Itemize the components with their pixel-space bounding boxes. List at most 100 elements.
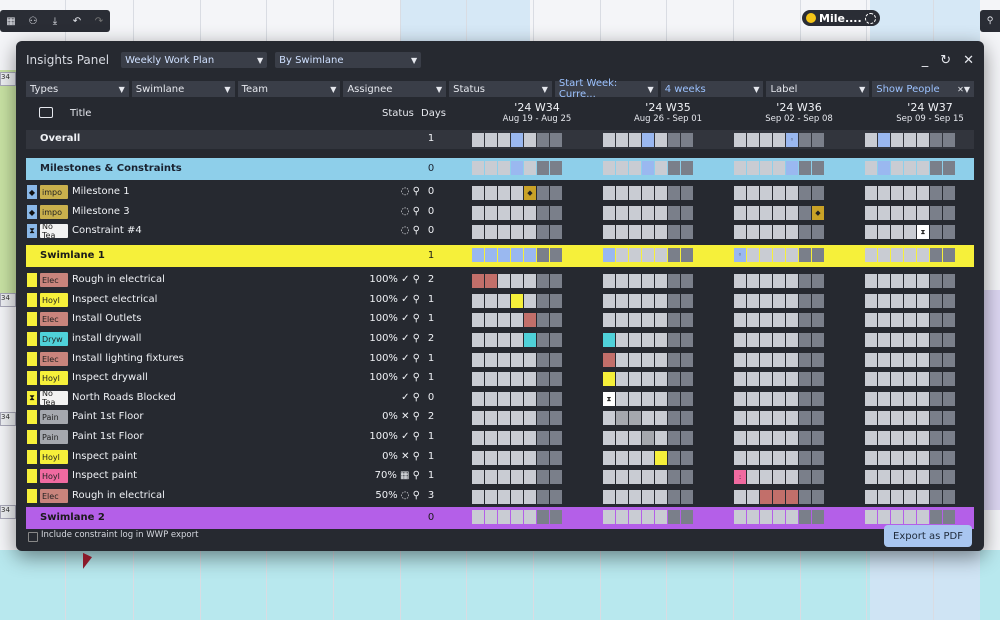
day-cell[interactable] bbox=[878, 313, 890, 327]
day-cell[interactable] bbox=[878, 470, 890, 484]
day-cell[interactable] bbox=[550, 248, 562, 262]
row-status[interactable]: ◌ ⚲ bbox=[400, 225, 420, 236]
day-cell[interactable] bbox=[760, 225, 772, 239]
day-cell[interactable] bbox=[760, 313, 772, 327]
day-cell[interactable] bbox=[812, 510, 824, 524]
day-cell[interactable] bbox=[550, 411, 562, 425]
day-cell[interactable]: ◆ bbox=[524, 186, 536, 200]
day-cell[interactable] bbox=[511, 470, 523, 484]
day-cell[interactable] bbox=[760, 490, 772, 504]
day-cell[interactable] bbox=[786, 294, 798, 308]
day-cell[interactable] bbox=[799, 451, 811, 465]
day-cell[interactable] bbox=[642, 451, 654, 465]
day-cell[interactable] bbox=[747, 333, 759, 347]
day-cell[interactable] bbox=[943, 225, 955, 239]
day-cell[interactable] bbox=[747, 313, 759, 327]
day-cell[interactable] bbox=[655, 206, 667, 220]
day-cell[interactable] bbox=[786, 411, 798, 425]
day-cell[interactable] bbox=[472, 248, 484, 262]
day-cell[interactable] bbox=[498, 372, 510, 386]
day-cell[interactable] bbox=[773, 510, 785, 524]
day-cell[interactable] bbox=[603, 206, 615, 220]
row-title[interactable]: Rough in electrical bbox=[72, 490, 165, 501]
day-cell[interactable] bbox=[498, 248, 510, 262]
day-cell[interactable] bbox=[865, 161, 877, 175]
day-cell[interactable] bbox=[943, 206, 955, 220]
day-cell[interactable] bbox=[799, 510, 811, 524]
day-cell[interactable] bbox=[943, 470, 955, 484]
day-cell[interactable] bbox=[865, 490, 877, 504]
day-cell[interactable] bbox=[930, 186, 942, 200]
day-cell[interactable] bbox=[629, 313, 641, 327]
day-cell[interactable] bbox=[524, 411, 536, 425]
day-cell[interactable] bbox=[760, 392, 772, 406]
day-cell[interactable] bbox=[930, 225, 942, 239]
day-cell[interactable] bbox=[799, 372, 811, 386]
day-cell[interactable] bbox=[865, 225, 877, 239]
day-cell[interactable] bbox=[629, 431, 641, 445]
day-cell[interactable] bbox=[812, 274, 824, 288]
day-cell[interactable] bbox=[524, 206, 536, 220]
day-cell[interactable] bbox=[550, 133, 562, 147]
day-cell[interactable] bbox=[760, 333, 772, 347]
day-cell[interactable] bbox=[629, 274, 641, 288]
day-cell[interactable] bbox=[760, 186, 772, 200]
task-row[interactable]: Hoyl Inspect electrical 100% ✓ ⚲ 1 bbox=[26, 291, 974, 310]
day-cell[interactable] bbox=[786, 372, 798, 386]
day-cell[interactable] bbox=[799, 186, 811, 200]
day-cell[interactable] bbox=[773, 490, 785, 504]
day-cell[interactable] bbox=[865, 510, 877, 524]
day-cell[interactable] bbox=[616, 431, 628, 445]
day-cell[interactable] bbox=[747, 274, 759, 288]
day-cell[interactable] bbox=[642, 353, 654, 367]
day-cell[interactable] bbox=[747, 133, 759, 147]
people-icon[interactable]: ⚇ bbox=[28, 15, 38, 27]
day-cell[interactable] bbox=[812, 225, 824, 239]
day-cell[interactable] bbox=[747, 353, 759, 367]
day-cell[interactable] bbox=[550, 333, 562, 347]
day-cell[interactable]: ◦ bbox=[786, 133, 798, 147]
day-cell[interactable] bbox=[878, 206, 890, 220]
day-cell[interactable] bbox=[812, 372, 824, 386]
day-cell[interactable] bbox=[734, 451, 746, 465]
day-cell[interactable] bbox=[773, 225, 785, 239]
day-cell[interactable] bbox=[603, 313, 615, 327]
day-cell[interactable] bbox=[616, 225, 628, 239]
day-cell[interactable] bbox=[943, 186, 955, 200]
weeks-filter[interactable]: 4 weeks ▼ bbox=[660, 81, 764, 97]
day-cell[interactable] bbox=[917, 470, 929, 484]
day-cell[interactable] bbox=[773, 411, 785, 425]
day-cell[interactable] bbox=[642, 133, 654, 147]
day-cell[interactable] bbox=[537, 161, 549, 175]
day-cell[interactable] bbox=[511, 451, 523, 465]
day-cell[interactable] bbox=[629, 133, 641, 147]
day-cell[interactable] bbox=[917, 133, 929, 147]
day-cell[interactable] bbox=[760, 372, 772, 386]
bg-task-chip[interactable]: 34 bbox=[0, 293, 16, 307]
day-cell[interactable] bbox=[878, 431, 890, 445]
day-cell[interactable] bbox=[681, 353, 693, 367]
day-cell[interactable] bbox=[485, 248, 497, 262]
day-cell[interactable] bbox=[550, 451, 562, 465]
day-cell[interactable] bbox=[812, 333, 824, 347]
day-cell[interactable] bbox=[629, 225, 641, 239]
day-cell[interactable] bbox=[629, 451, 641, 465]
day-cell[interactable] bbox=[747, 248, 759, 262]
day-cell[interactable] bbox=[498, 490, 510, 504]
day-cell[interactable] bbox=[812, 133, 824, 147]
day-cell[interactable] bbox=[485, 294, 497, 308]
day-cell[interactable] bbox=[681, 186, 693, 200]
day-cell[interactable] bbox=[773, 333, 785, 347]
day-cell[interactable] bbox=[917, 431, 929, 445]
day-cell[interactable] bbox=[655, 510, 667, 524]
day-cell[interactable] bbox=[930, 133, 942, 147]
day-cell[interactable] bbox=[524, 372, 536, 386]
day-cell[interactable] bbox=[904, 490, 916, 504]
day-cell[interactable] bbox=[904, 411, 916, 425]
day-cell[interactable] bbox=[865, 411, 877, 425]
day-cell[interactable] bbox=[747, 451, 759, 465]
day-cell[interactable] bbox=[681, 490, 693, 504]
overall-row[interactable]: Overall 1 ◦ bbox=[26, 130, 974, 149]
bg-task-chip[interactable]: 34 bbox=[0, 505, 16, 519]
day-cell[interactable] bbox=[917, 206, 929, 220]
